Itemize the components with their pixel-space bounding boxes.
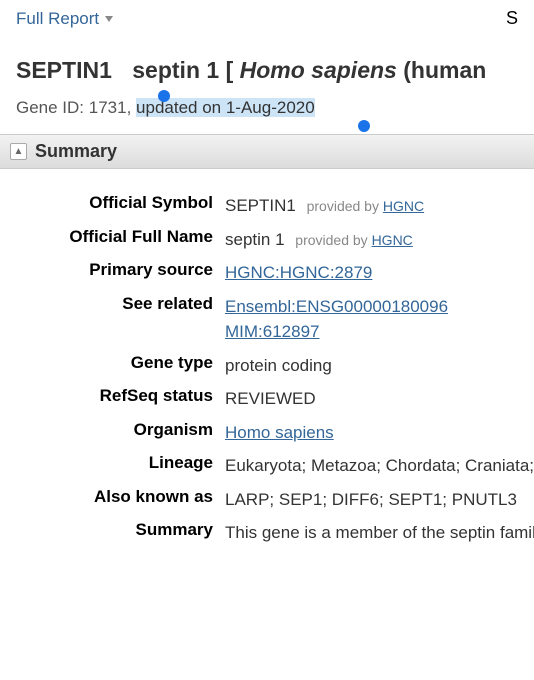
gene-id-prefix: Gene ID: 1731,	[16, 98, 136, 117]
full-report-label: Full Report	[16, 9, 99, 29]
summary-section-header[interactable]: ▲ Summary	[0, 134, 534, 169]
full-report-dropdown[interactable]: Full Report	[16, 9, 113, 29]
label-also-known-as: Also known as	[0, 487, 225, 507]
label-primary-source: Primary source	[0, 260, 225, 280]
selection-handle-end[interactable]	[358, 120, 370, 132]
caret-down-icon	[105, 16, 113, 22]
gene-name-prefix: septin 1 [	[132, 57, 239, 83]
gene-title: SEPTIN1 septin 1 [ Homo sapiens (human	[16, 57, 518, 84]
value-gene-type: protein coding	[225, 353, 332, 379]
provided-by-text: provided by	[307, 198, 379, 214]
label-lineage: Lineage	[0, 453, 225, 473]
mim-link[interactable]: MIM:612897	[225, 322, 320, 341]
hgnc-link[interactable]: HGNC	[383, 198, 424, 214]
gene-name-suffix: (human	[397, 57, 486, 83]
value-official-full-name: septin 1	[225, 230, 285, 249]
species-name: Homo sapiens	[240, 57, 397, 83]
ensembl-link[interactable]: Ensembl:ENSG00000180096	[225, 297, 448, 316]
label-official-full-name: Official Full Name	[0, 227, 225, 247]
collapse-icon[interactable]: ▲	[10, 143, 27, 160]
label-summary: Summary	[0, 520, 225, 540]
gene-id-line: Gene ID: 1731, updated on 1-Aug-2020	[16, 98, 518, 118]
right-edge-letter: S	[506, 8, 518, 29]
value-lineage: Eukaryota; Metazoa; Chordata; Craniata; …	[225, 453, 534, 479]
section-title: Summary	[35, 141, 117, 162]
label-official-symbol: Official Symbol	[0, 193, 225, 213]
primary-source-link[interactable]: HGNC:HGNC:2879	[225, 263, 372, 282]
value-refseq-status: REVIEWED	[225, 386, 316, 412]
hgnc-link-2[interactable]: HGNC	[372, 232, 413, 248]
provided-by-text-2: provided by	[295, 232, 367, 248]
organism-link[interactable]: Homo sapiens	[225, 423, 334, 442]
label-organism: Organism	[0, 420, 225, 440]
label-see-related: See related	[0, 294, 225, 314]
selection-handle-start[interactable]	[158, 90, 170, 102]
label-gene-type: Gene type	[0, 353, 225, 373]
value-official-symbol: SEPTIN1	[225, 196, 296, 215]
summary-grid: Official Symbol SEPTIN1 provided by HGNC…	[0, 193, 534, 546]
label-refseq-status: RefSeq status	[0, 386, 225, 406]
gene-symbol: SEPTIN1	[16, 57, 112, 83]
value-summary: This gene is a member of the septin fami…	[225, 520, 534, 546]
value-also-known-as: LARP; SEP1; DIFF6; SEPT1; PNUTL3	[225, 487, 517, 513]
